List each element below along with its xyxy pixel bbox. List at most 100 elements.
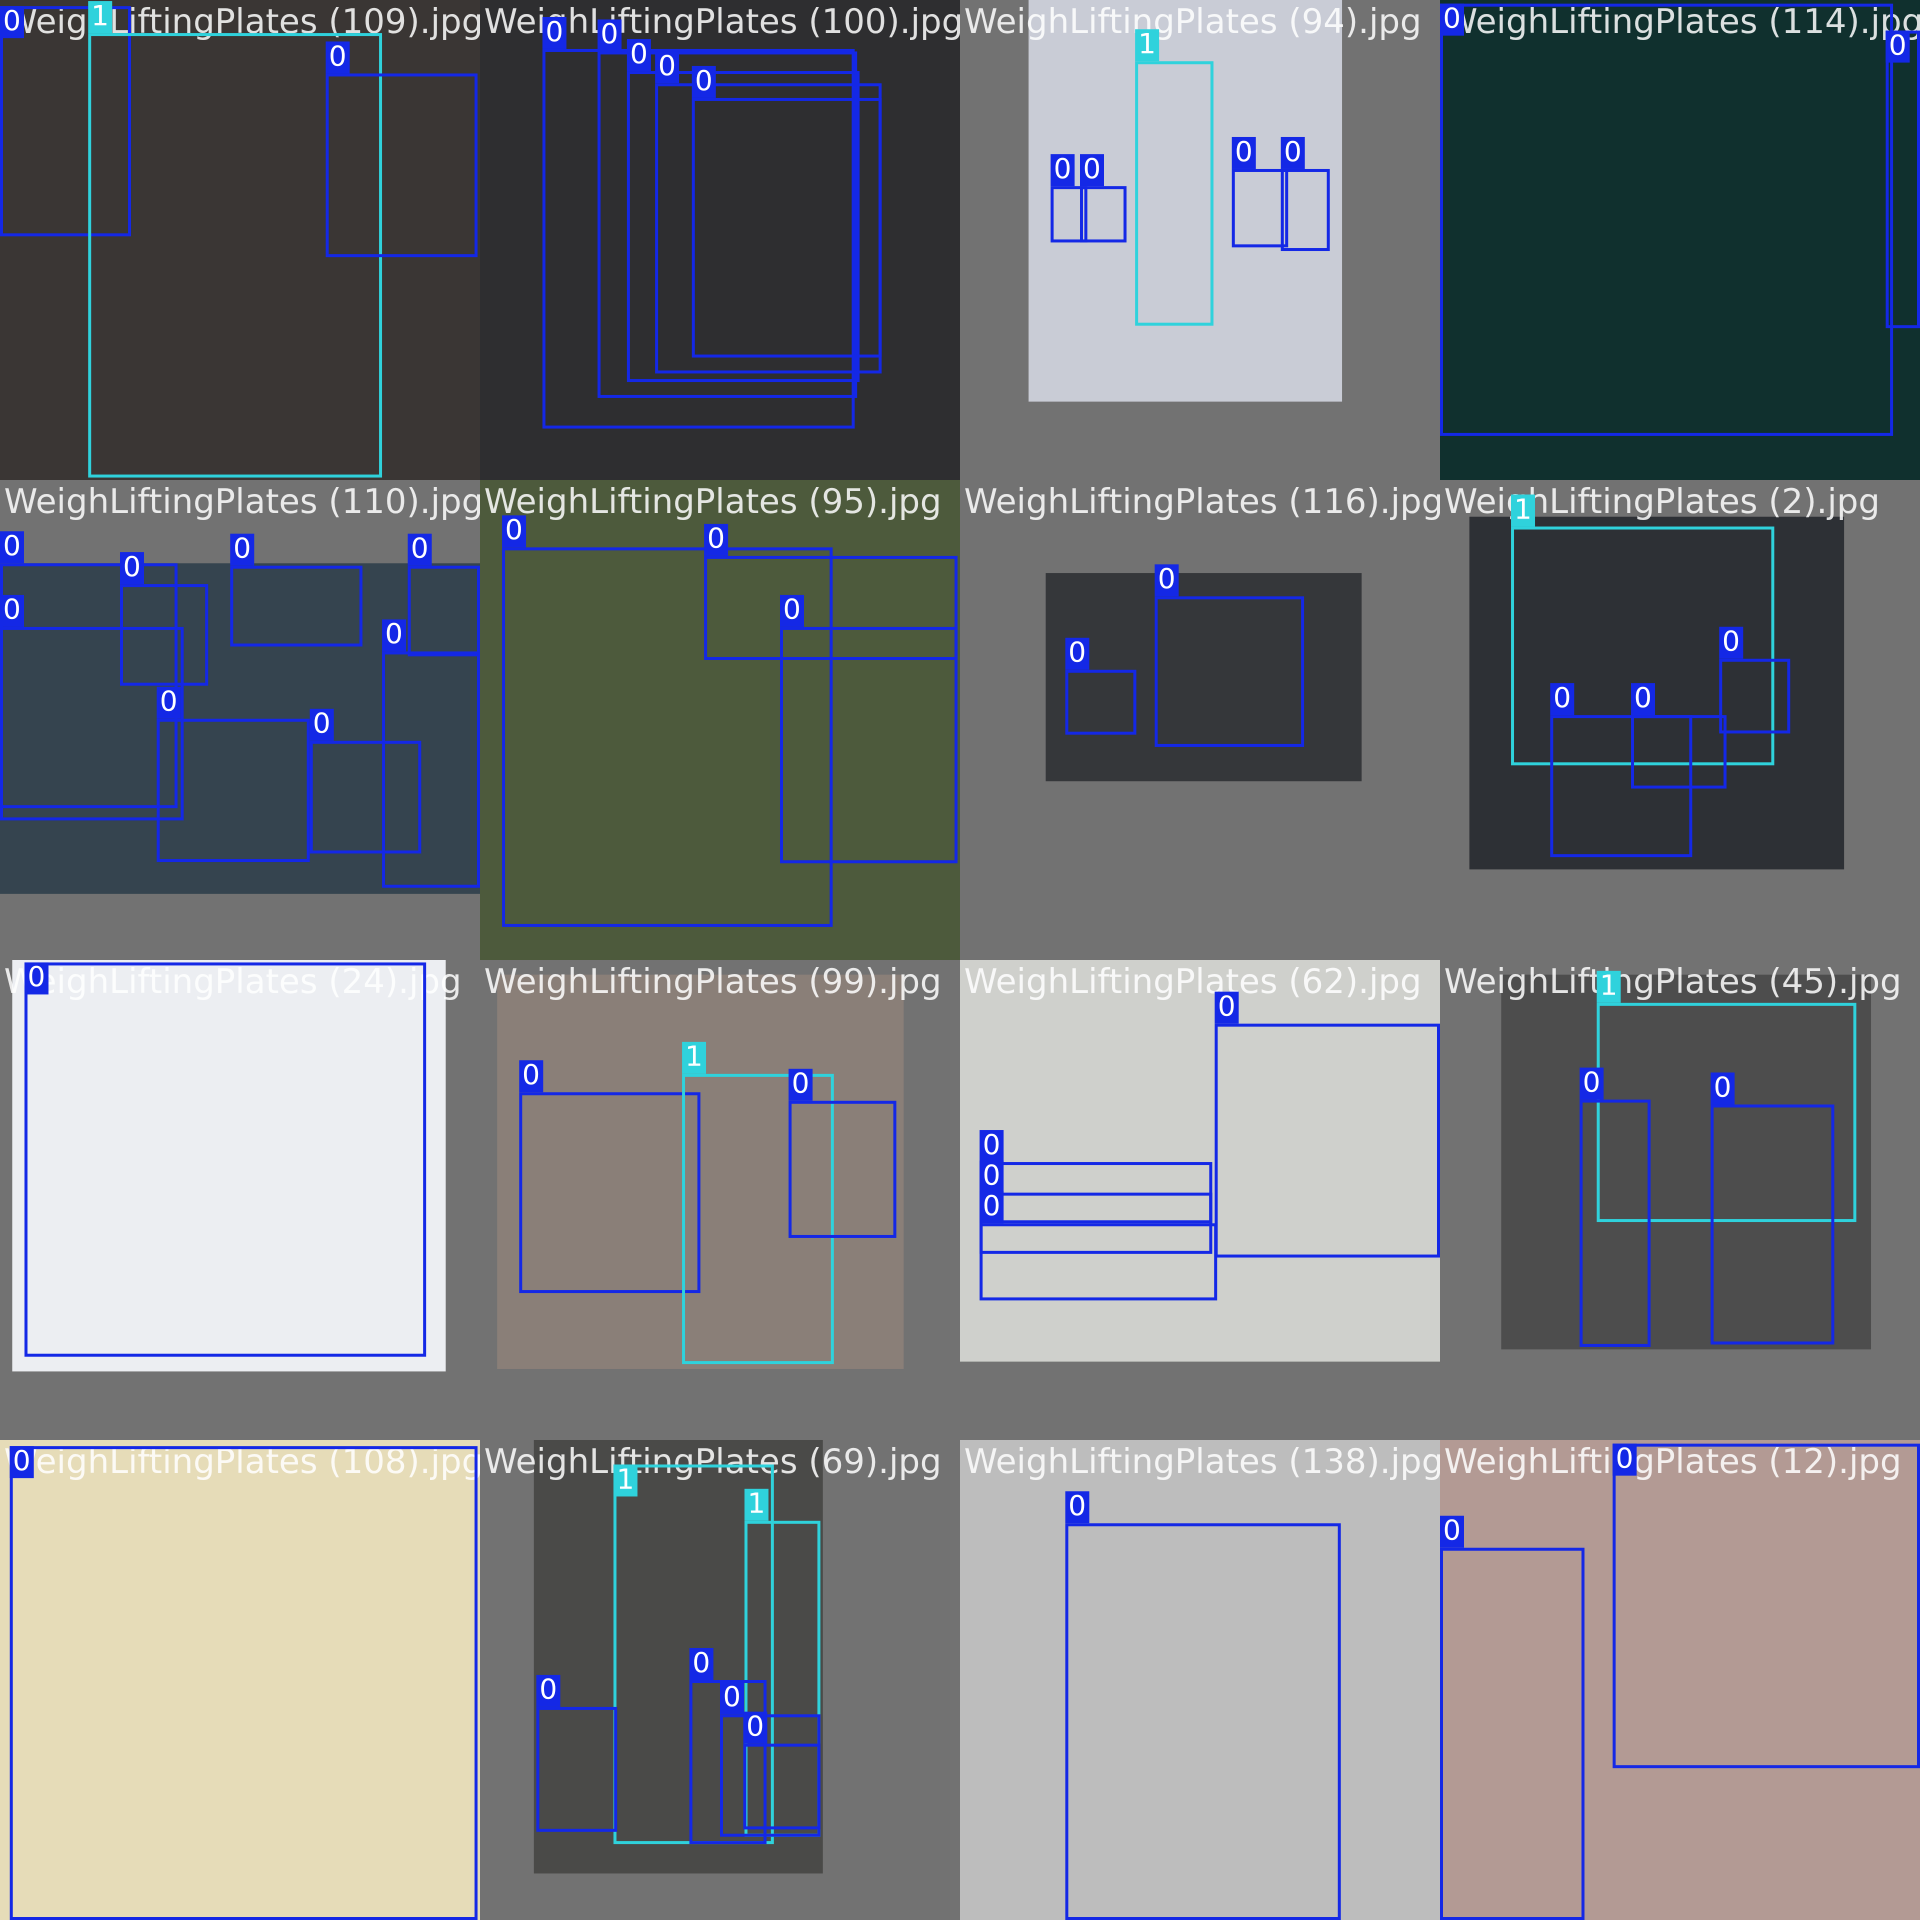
filename-label: WeighLiftingPlates (138).jpg: [964, 1442, 1443, 1482]
bounding-box: [309, 740, 422, 854]
class-tag: [979, 1191, 1004, 1224]
class-tag: [1440, 3, 1464, 36]
class-tag: [325, 41, 350, 74]
bounding-box: [1440, 1547, 1585, 1920]
class-label: 1: [1138, 27, 1156, 60]
class-label: 0: [1083, 152, 1101, 185]
bounding-box: [704, 555, 958, 660]
class-label: 0: [723, 1680, 741, 1713]
filename-label: WeighLiftingPlates (95).jpg: [484, 482, 942, 522]
class-label: 0: [983, 1158, 1001, 1191]
class-label: 0: [1722, 625, 1740, 658]
image-content: [1469, 516, 1845, 870]
class-tag: [1280, 136, 1305, 169]
class-tag: [1885, 30, 1910, 63]
class-tag: [0, 531, 24, 564]
image-content: [0, 0, 480, 480]
class-label: 0: [505, 513, 523, 546]
bounding-box: [0, 6, 132, 237]
class-tag: [156, 686, 181, 719]
image-tile: WeighLiftingPlates (110).jpg 0 0 0 0 0 0 0 0: [0, 480, 483, 960]
class-tag: [743, 1711, 768, 1744]
image-content: [1028, 0, 1343, 402]
class-tag: [1135, 29, 1160, 62]
image-tile: WeighLiftingPlates (138).jpg 0: [960, 1440, 1443, 1920]
filename-label: WeighLiftingPlates (12).jpg: [1444, 1442, 1902, 1482]
class-label: 0: [27, 960, 45, 993]
image-content: [1501, 974, 1872, 1350]
bounding-box: [24, 962, 427, 1357]
bounding-box: [691, 97, 882, 358]
class-label: 0: [123, 550, 141, 583]
class-label: 0: [792, 1067, 810, 1100]
class-label: 0: [707, 522, 725, 555]
class-label: 0: [3, 593, 21, 626]
class-label: 0: [983, 1189, 1001, 1222]
class-tag: [1231, 136, 1256, 169]
bounding-box: [1231, 168, 1289, 248]
filename-label: WeighLiftingPlates (116).jpg: [964, 482, 1443, 522]
class-label: 1: [91, 0, 109, 32]
class-label: 1: [616, 1462, 634, 1495]
filename-label: WeighLiftingPlates (45).jpg: [1444, 962, 1902, 1002]
bounding-box: [626, 71, 860, 383]
filename-label: WeighLiftingPlates (24).jpg: [4, 962, 462, 1002]
class-tag: [1710, 1072, 1735, 1105]
class-tag: [1596, 970, 1621, 1003]
class-tag: [0, 6, 24, 39]
class-tag: [704, 523, 729, 556]
class-label: 0: [1714, 1070, 1732, 1103]
class-tag: [626, 39, 651, 72]
class-tag: [1612, 1443, 1637, 1476]
class-tag: [519, 1060, 544, 1093]
bounding-box: [1612, 1443, 1920, 1769]
class-label: 0: [1443, 1, 1461, 34]
bounding-box: [788, 1100, 897, 1238]
class-tag: [780, 594, 804, 627]
class-tag: [979, 1130, 1004, 1163]
class-tag: [407, 533, 432, 566]
class-label: 0: [313, 707, 331, 740]
class-tag: [1440, 1515, 1464, 1548]
filename-label: WeighLiftingPlates (114).jpg: [1444, 2, 1920, 42]
image-content: [480, 480, 960, 960]
class-tag: [655, 51, 680, 84]
class-label: 0: [1158, 562, 1176, 595]
class-label: 0: [1553, 681, 1571, 714]
bounding-box: [1579, 1099, 1651, 1347]
class-tag: [9, 1446, 34, 1479]
bounding-box: [689, 1680, 767, 1845]
class-tag: [1214, 991, 1239, 1024]
class-label: 1: [1514, 492, 1532, 525]
class-tag: [1579, 1067, 1604, 1100]
class-label: 0: [692, 1646, 710, 1679]
class-tag: [0, 594, 24, 627]
image-content: [960, 960, 1440, 1362]
bounding-box: [382, 651, 480, 888]
image-content: [960, 1440, 1440, 1920]
class-label: 1: [747, 1487, 765, 1520]
bounding-box: [156, 718, 310, 863]
class-tag: [720, 1682, 744, 1715]
filename-label: WeighLiftingPlates (99).jpg: [484, 962, 942, 1002]
class-label: 0: [746, 1709, 764, 1742]
bounding-box: [519, 1092, 701, 1294]
image-content: [533, 1440, 823, 1874]
class-tag: [1065, 1491, 1090, 1524]
class-label: 0: [1218, 989, 1236, 1022]
bounding-box: [1214, 1023, 1440, 1258]
bounding-box: [1065, 669, 1137, 735]
bounding-box: [780, 626, 958, 864]
class-label: 1: [1600, 969, 1618, 1002]
class-tag: [1154, 564, 1179, 597]
class-tag: [1511, 494, 1536, 527]
